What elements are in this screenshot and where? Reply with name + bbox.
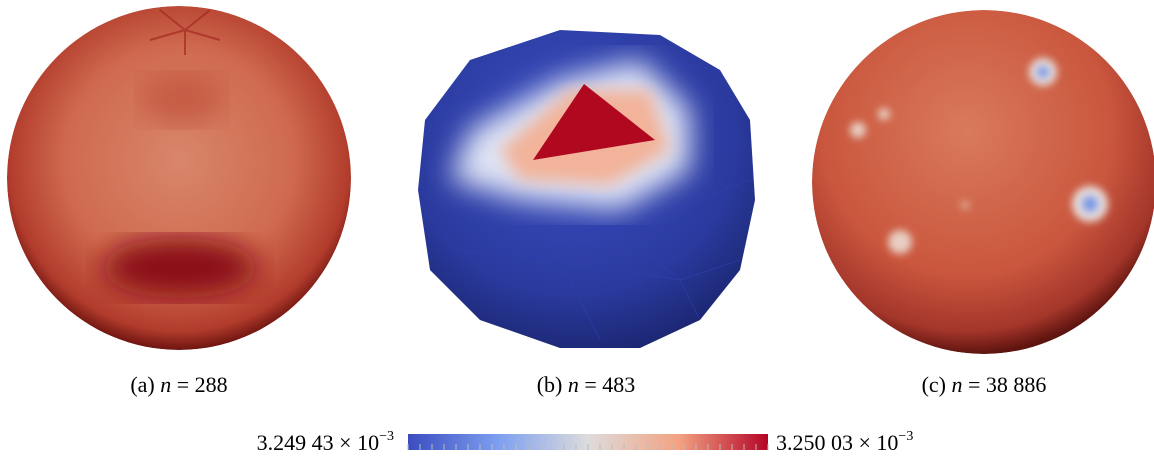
caption-relation: = — [177, 372, 189, 397]
sphere-a — [7, 6, 351, 350]
caption: (c) n = 38 886 — [922, 372, 1047, 397]
caption: (a) n = 288 — [130, 372, 227, 397]
caption-label: (b) — [537, 372, 563, 397]
caption-relation: = — [584, 372, 596, 397]
colorbar-min-label: 3.249 43 × 10−3 — [257, 429, 394, 455]
mantissa: 3.249 43 — [257, 430, 334, 455]
times: × 10 — [859, 430, 899, 455]
caption-value: 483 — [602, 372, 635, 397]
caption-variable: n — [952, 372, 963, 397]
exponent: −3 — [379, 429, 394, 444]
colorbar — [408, 434, 768, 450]
caption-value: 288 — [195, 372, 228, 397]
caption: (b) n = 483 — [537, 372, 636, 397]
colorbar-ticks — [407, 444, 769, 450]
colorbar-max-label: 3.250 03 × 10−3 — [776, 429, 913, 455]
times: × 10 — [339, 430, 379, 455]
caption-value: 38 886 — [986, 372, 1047, 397]
mantissa: 3.250 03 — [776, 430, 853, 455]
caption-label: (c) — [922, 372, 946, 397]
sphere-c — [812, 10, 1154, 354]
exponent: −3 — [898, 429, 913, 444]
caption-relation: = — [968, 372, 980, 397]
caption-variable: n — [160, 372, 171, 397]
caption-label: (a) — [130, 372, 154, 397]
sphere-b — [418, 30, 755, 348]
caption-variable: n — [568, 372, 579, 397]
